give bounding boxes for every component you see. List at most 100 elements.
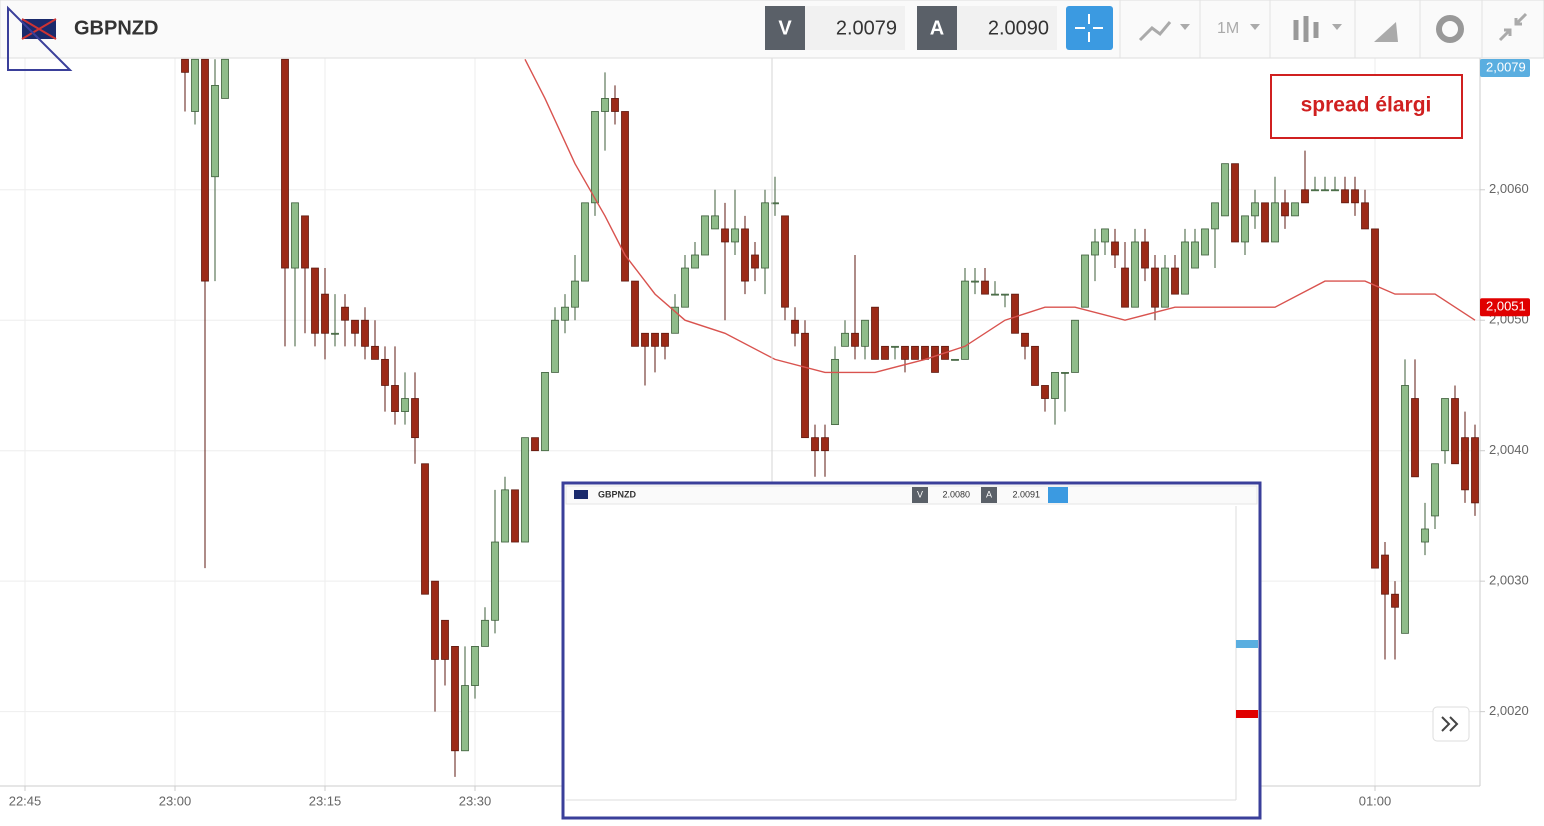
candle-body: [881, 345, 889, 360]
bid-price: 2.0079: [836, 17, 897, 39]
candle-body: [951, 358, 959, 361]
candle-body: [1111, 241, 1119, 256]
inset-crosshair: [1048, 487, 1068, 503]
flag-cross: [21, 18, 57, 40]
x-tick-label: 23:00: [159, 793, 192, 808]
inset-bid: 2.0080: [942, 489, 970, 499]
candle-body: [1261, 202, 1269, 243]
candle-body: [1401, 385, 1409, 634]
candle-body: [1181, 241, 1189, 295]
candle-body: [451, 646, 459, 752]
candle-body: [601, 98, 609, 112]
candle-body: [831, 358, 839, 426]
candle-body: [761, 202, 769, 269]
inset-frame: [561, 481, 1262, 820]
candle-body: [1131, 241, 1139, 308]
inset-ask-badge: [981, 487, 997, 503]
candle-body: [1471, 437, 1479, 504]
candle-body: [1371, 228, 1379, 569]
timeframe[interactable]: 1M: [1217, 20, 1239, 37]
candle-body: [1101, 228, 1109, 243]
inset-price-tag: [1236, 710, 1258, 718]
candle-body: [1281, 202, 1289, 217]
candle-body: [891, 345, 899, 348]
symbol: GBPNZD: [74, 17, 158, 39]
corner-marker: [7, 5, 73, 71]
candle-body: [811, 437, 819, 452]
candle-body: [651, 332, 659, 347]
crosshair-icon: [1075, 14, 1103, 42]
x-tick-label: 23:30: [459, 793, 492, 808]
candle-body: [1251, 202, 1259, 217]
candle-body: [1351, 189, 1359, 204]
candle-body: [221, 58, 229, 99]
candle-body: [1081, 254, 1089, 308]
candle-body: [681, 267, 689, 308]
inset-screenshot: GBPNZD V 2.0080 A 2.0091: [561, 481, 1262, 820]
candle-body: [721, 228, 729, 243]
candle-body: [661, 332, 669, 347]
candle-body: [431, 580, 439, 660]
candle-body: [821, 437, 829, 452]
settings-icon[interactable]: [1436, 15, 1464, 43]
inset-flag: [574, 490, 588, 499]
candle-body: [971, 280, 979, 283]
candle-body: [691, 254, 699, 269]
annotation: spread élargi: [1301, 94, 1432, 117]
candle-body: [501, 489, 509, 543]
candle-body: [861, 319, 869, 347]
inset-bid-label: V: [917, 489, 923, 499]
candle-body: [901, 345, 909, 360]
candle-body: [411, 398, 419, 439]
candle-body: [1451, 398, 1459, 465]
scroll-button[interactable]: [1432, 706, 1470, 742]
bid-badge[interactable]: [765, 6, 805, 50]
candle-body: [1171, 267, 1179, 295]
candle-body: [1271, 202, 1279, 243]
bid-label: V: [778, 17, 792, 39]
candle-body: [1341, 189, 1349, 204]
bid-box[interactable]: [805, 6, 905, 50]
candle-body: [1091, 241, 1099, 256]
candle-body: [1061, 372, 1069, 374]
chart-type-icon[interactable]: [1138, 21, 1172, 42]
ask-label: A: [930, 17, 944, 39]
candle-body: [791, 319, 799, 334]
candle-body: [1121, 267, 1129, 308]
candle-body: [381, 358, 389, 386]
inset-symbol: GBPNZD: [598, 489, 637, 499]
candle-body: [371, 345, 379, 360]
draw-icon[interactable]: [1374, 22, 1398, 42]
candle-body: [1461, 437, 1469, 491]
candle-body: [581, 202, 589, 282]
annotation-box: [1270, 74, 1463, 139]
candle-body: [1381, 554, 1389, 595]
crosshair-button[interactable]: [1066, 6, 1113, 50]
candle-body: [1021, 332, 1029, 347]
candle-body: [631, 280, 639, 347]
candle-icon[interactable]: [1293, 16, 1319, 42]
moving-average: [524, 58, 1476, 374]
candle-body: [1161, 267, 1169, 308]
candle-body: [1321, 189, 1329, 192]
ask-badge[interactable]: [917, 6, 957, 50]
candle-body: [1421, 528, 1429, 543]
scroll-icon: [1441, 716, 1459, 732]
candle-body: [1151, 267, 1159, 308]
candle-body: [341, 306, 349, 321]
candle-body: [741, 228, 749, 282]
candle-body: [771, 202, 779, 205]
candle-body: [331, 332, 339, 335]
collapse-icon[interactable]: [1498, 12, 1528, 42]
candle-body: [281, 58, 289, 269]
candle-body: [1391, 593, 1399, 608]
candle-body: [1041, 385, 1049, 399]
x-tick-label: 01:00: [1359, 793, 1392, 808]
candle-body: [931, 345, 939, 373]
y-tick-label: 2,0060: [1489, 181, 1529, 196]
candle-body: [1191, 241, 1199, 269]
inset-toolbar: [565, 485, 1258, 505]
ask-box[interactable]: [957, 6, 1057, 50]
candle-body: [671, 306, 679, 334]
